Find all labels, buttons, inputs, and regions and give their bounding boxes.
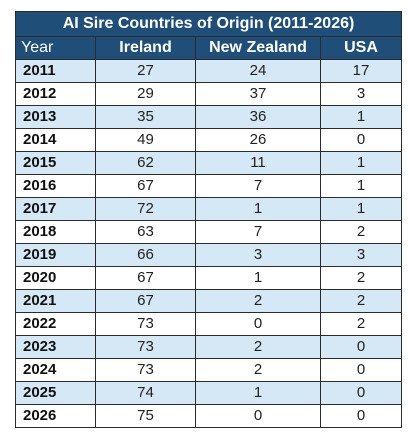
ireland-cell: 75 (95, 404, 196, 428)
new-zealand-cell: 2 (195, 358, 321, 382)
sire-origin-table: AI Sire Countries of Origin (2011-2026) … (14, 11, 403, 428)
year-cell: 2013 (15, 105, 96, 129)
year-cell: 2026 (15, 404, 96, 428)
new-zealand-cell: 7 (195, 174, 321, 198)
new-zealand-cell: 3 (195, 243, 321, 267)
table-row: 2023 73 2 0 (15, 335, 403, 359)
new-zealand-cell: 1 (195, 197, 321, 221)
ireland-cell: 67 (95, 289, 196, 313)
usa-cell: 1 (319, 197, 403, 221)
usa-cell: 0 (319, 335, 403, 359)
new-zealand-cell: 36 (195, 105, 321, 129)
table-row: 2019 66 3 3 (15, 243, 403, 267)
usa-cell: 3 (319, 243, 403, 267)
ireland-cell: 67 (95, 174, 196, 198)
ireland-cell: 73 (95, 335, 196, 359)
table-row: 2017 72 1 1 (15, 197, 403, 221)
ireland-cell: 27 (95, 59, 196, 83)
usa-cell: 2 (319, 266, 403, 290)
new-zealand-cell: 7 (195, 220, 321, 244)
new-zealand-cell: 2 (195, 289, 321, 313)
ireland-cell: 73 (95, 312, 196, 336)
table-row: 2011 27 24 17 (15, 59, 403, 83)
new-zealand-cell: 11 (195, 151, 321, 175)
ireland-cell: 66 (95, 243, 196, 267)
usa-cell: 2 (319, 220, 403, 244)
table-row: 2024 73 2 0 (15, 358, 403, 382)
table-row: 2012 29 37 3 (15, 82, 403, 106)
table-row: 2025 74 1 0 (15, 381, 403, 405)
ireland-cell: 73 (95, 358, 196, 382)
new-zealand-cell: 37 (195, 82, 321, 106)
usa-cell: 0 (319, 381, 403, 405)
new-zealand-cell: 2 (195, 335, 321, 359)
usa-cell: 0 (319, 404, 403, 428)
column-header-ireland: Ireland (95, 36, 196, 60)
usa-cell: 1 (319, 105, 403, 129)
new-zealand-cell: 1 (195, 381, 321, 405)
table-row: 2018 63 7 2 (15, 220, 403, 244)
ireland-cell: 29 (95, 82, 196, 106)
usa-cell: 2 (319, 289, 403, 313)
table-body: 2011 27 24 17 2012 29 37 3 2013 35 36 1 2014 49 26 0 201… (15, 59, 403, 428)
year-cell: 2012 (15, 82, 96, 106)
ireland-cell: 63 (95, 220, 196, 244)
new-zealand-cell: 0 (195, 312, 321, 336)
usa-cell: 2 (319, 312, 403, 336)
usa-cell: 1 (319, 151, 403, 175)
usa-cell: 0 (319, 358, 403, 382)
year-cell: 2011 (15, 59, 96, 83)
table-row: 2013 35 36 1 (15, 105, 403, 129)
new-zealand-cell: 0 (195, 404, 321, 428)
ireland-cell: 35 (95, 105, 196, 129)
usa-cell: 17 (319, 59, 403, 83)
year-cell: 2014 (15, 128, 96, 152)
year-cell: 2019 (15, 243, 96, 267)
column-header-year: Year (15, 36, 96, 60)
table-row: 2014 49 26 0 (15, 128, 403, 152)
ireland-cell: 62 (95, 151, 196, 175)
column-header-usa: USA (319, 36, 403, 60)
usa-cell: 3 (319, 82, 403, 106)
column-header-new-zealand: New Zealand (195, 36, 321, 60)
ireland-cell: 67 (95, 266, 196, 290)
year-cell: 2017 (15, 197, 96, 221)
usa-cell: 1 (319, 174, 403, 198)
table-row: 2020 67 1 2 (15, 266, 403, 290)
ireland-cell: 74 (95, 381, 196, 405)
new-zealand-cell: 26 (195, 128, 321, 152)
table-row: 2015 62 11 1 (15, 151, 403, 175)
year-cell: 2016 (15, 174, 96, 198)
year-cell: 2023 (15, 335, 96, 359)
year-cell: 2025 (15, 381, 96, 405)
ireland-cell: 72 (95, 197, 196, 221)
table-container: AI Sire Countries of Origin (2011-2026) … (14, 11, 403, 428)
table-title: AI Sire Countries of Origin (2011-2026) (14, 11, 403, 37)
table-row: 2021 67 2 2 (15, 289, 403, 313)
usa-cell: 0 (319, 128, 403, 152)
new-zealand-cell: 24 (195, 59, 321, 83)
year-cell: 2022 (15, 312, 96, 336)
year-cell: 2024 (15, 358, 96, 382)
year-cell: 2018 (15, 220, 96, 244)
table-row: 2026 75 0 0 (15, 404, 403, 428)
table-row: 2022 73 0 2 (15, 312, 403, 336)
year-cell: 2015 (15, 151, 96, 175)
ireland-cell: 49 (95, 128, 196, 152)
new-zealand-cell: 1 (195, 266, 321, 290)
year-cell: 2021 (15, 289, 96, 313)
year-cell: 2020 (15, 266, 96, 290)
table-row: 2016 67 7 1 (15, 174, 403, 198)
